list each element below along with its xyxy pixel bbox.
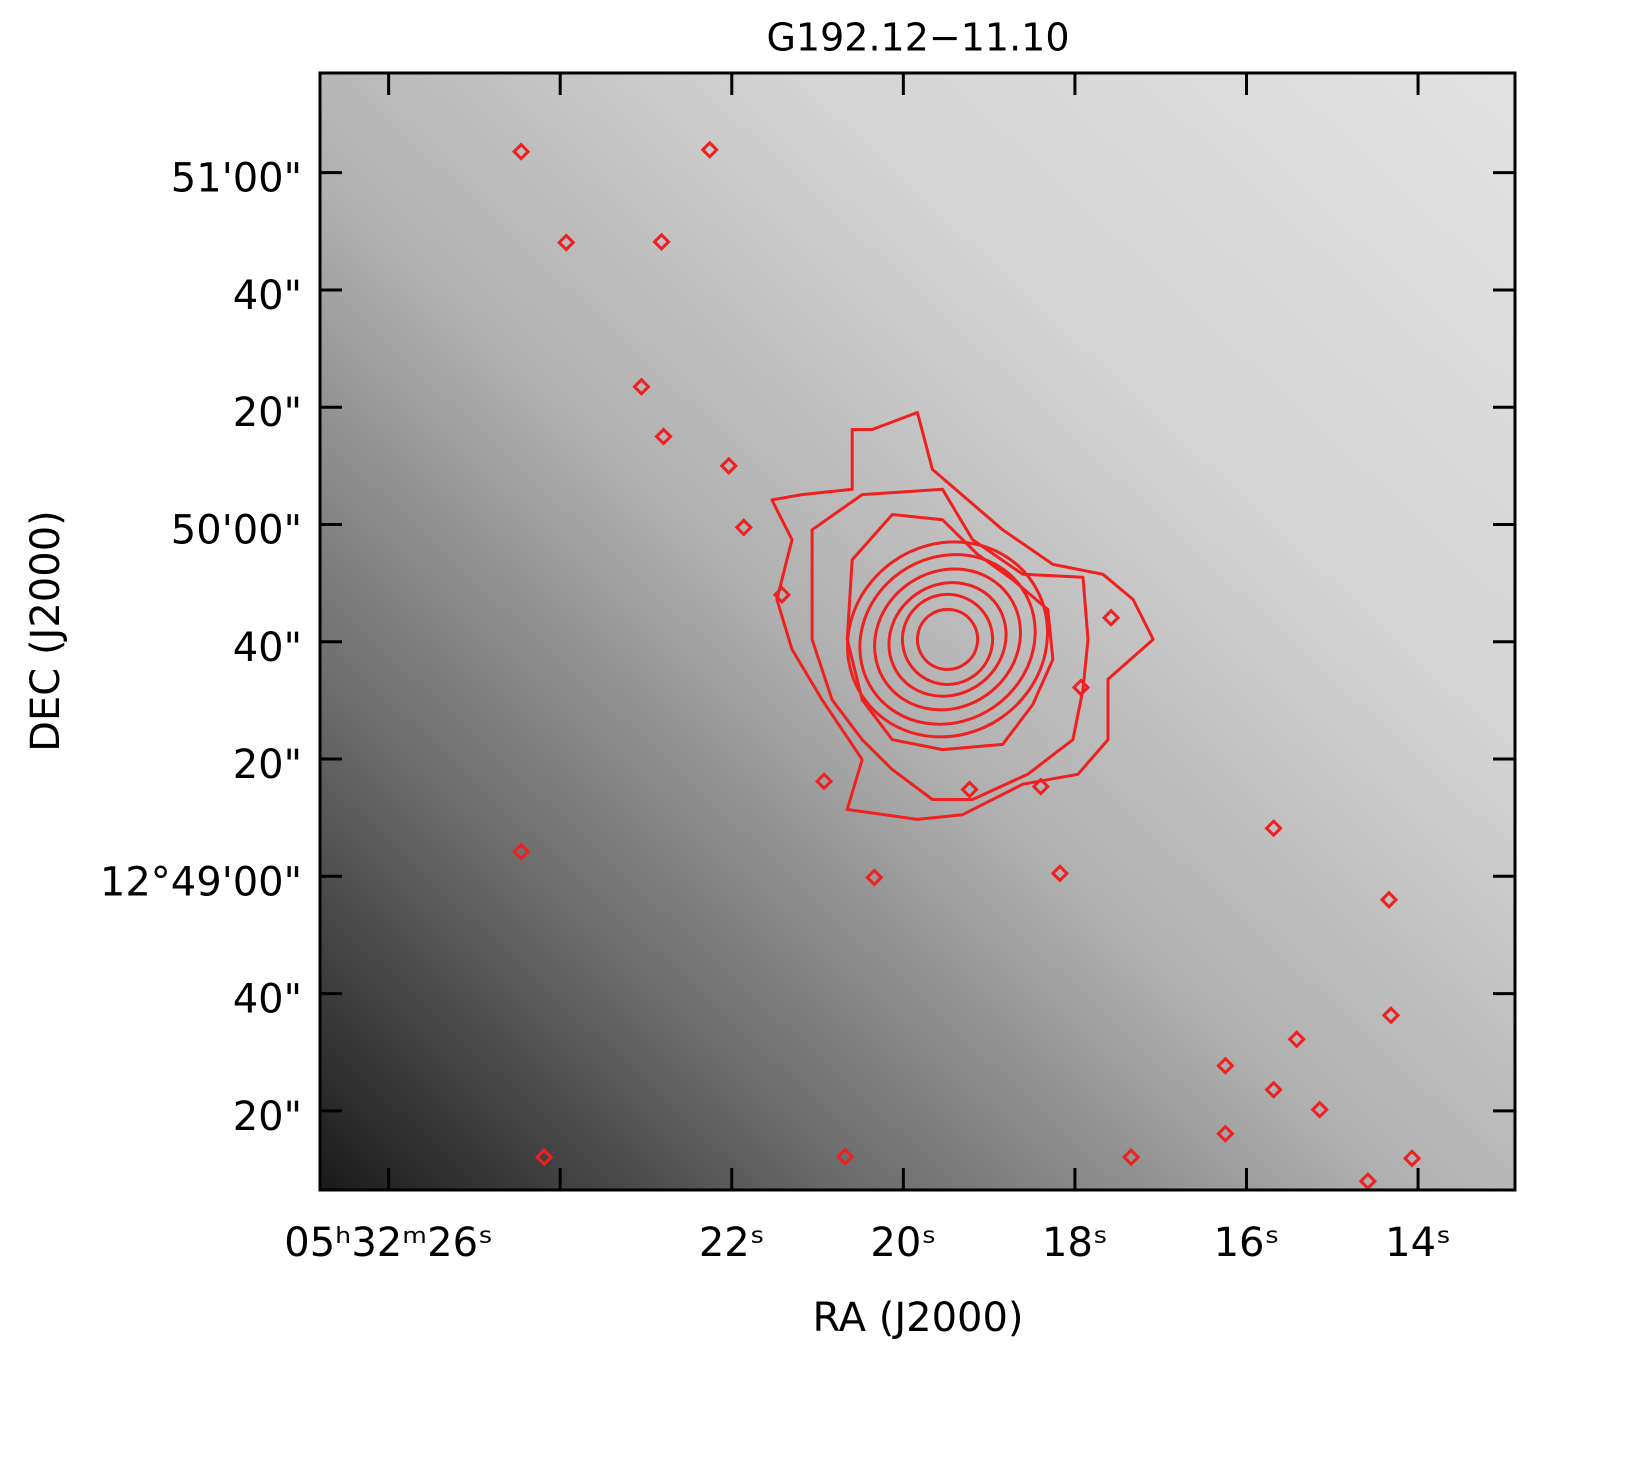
contour-clump (734, 518, 753, 537)
contour-clump (557, 233, 576, 252)
contour-clump (652, 232, 671, 251)
contour (770, 411, 1155, 821)
contour-clump (960, 780, 979, 799)
y-tick-label: 20" (233, 742, 302, 788)
contour-clump (1050, 864, 1070, 883)
y-tick-label: 20" (233, 390, 302, 436)
contour-clump (700, 140, 719, 159)
x-axis-label: RA (J2000) (812, 1295, 1023, 1341)
contour-ring (900, 592, 995, 686)
y-tick-label: 12°49'00" (100, 859, 302, 905)
contour-clump (1402, 1149, 1422, 1168)
contour-clump (836, 1147, 855, 1166)
x-tick-label: 18ˢ (1042, 1220, 1108, 1266)
contour-layer (511, 140, 1422, 1190)
contour (845, 513, 1055, 752)
contour-clump (1287, 1030, 1306, 1049)
y-tick-label: 40" (233, 273, 302, 319)
contour-clump (511, 842, 531, 861)
x-tick-label: 14ˢ (1385, 1220, 1451, 1266)
plot-frame (318, 71, 1517, 1192)
contour-clump (1121, 1148, 1141, 1167)
contour-clump (511, 142, 531, 161)
contour-ring (915, 607, 980, 671)
contour-clump (1381, 1006, 1401, 1025)
x-tick-label: 22ˢ (699, 1220, 765, 1266)
y-tick-label: 40" (233, 625, 302, 671)
contour-clump (1031, 777, 1050, 796)
contour-ring (873, 567, 1022, 712)
y-tick-label: 51'00" (171, 156, 302, 202)
contour-clump (772, 585, 792, 604)
chart-title: G192.12−11.10 (766, 16, 1069, 60)
contour-clump (654, 427, 673, 446)
x-tick-label: 16ˢ (1214, 1220, 1280, 1266)
x-tick-label: 20ˢ (870, 1220, 936, 1266)
contour-clump (1216, 1056, 1235, 1075)
y-tick-label: 20" (233, 1094, 302, 1140)
contour-clump (1264, 1080, 1283, 1099)
contour-clump (632, 377, 651, 396)
contour-clump (1216, 1124, 1235, 1143)
contour-clump (1310, 1100, 1329, 1119)
contour-clump (535, 1148, 554, 1167)
contour-clump (1071, 678, 1091, 697)
contour (810, 487, 1090, 801)
contour-ring (887, 581, 1008, 698)
y-tick-label: 40" (233, 977, 302, 1023)
y-tick-label: 50'00" (171, 507, 302, 553)
contour-clump (1358, 1172, 1378, 1190)
contour-clump (814, 772, 834, 791)
contour-clump (1379, 890, 1399, 909)
contour-clump (719, 456, 738, 475)
x-tick-label: 05ʰ32ᵐ26ˢ (284, 1220, 493, 1266)
contour-clump (865, 868, 884, 887)
y-axis-label: DEC (J2000) (23, 510, 69, 752)
contour-ring (846, 540, 1050, 739)
contour-ring (858, 553, 1037, 726)
contour-clump (1264, 819, 1283, 838)
contour-clump (1101, 608, 1121, 627)
